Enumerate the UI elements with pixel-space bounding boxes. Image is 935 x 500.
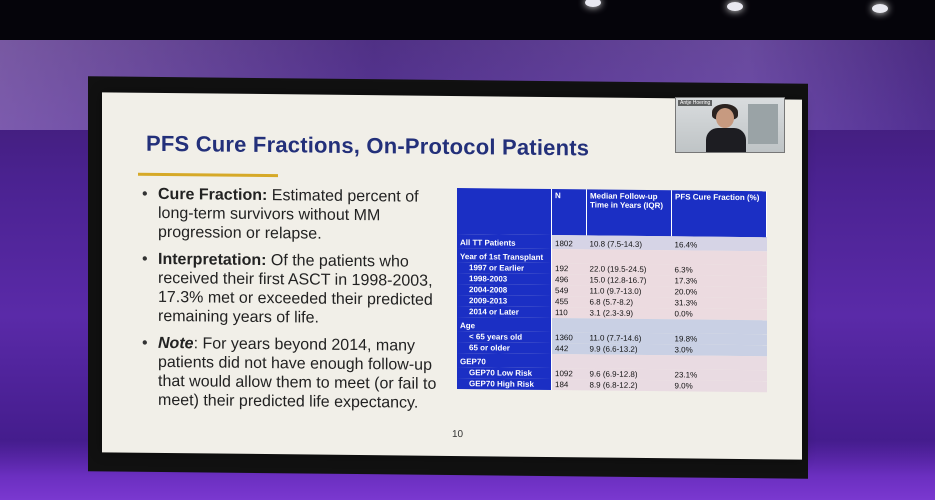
cell-cure bbox=[671, 319, 767, 335]
cell-n: 549 bbox=[551, 285, 587, 297]
cell-n bbox=[551, 354, 587, 369]
row-label: Year of 1st Transplant bbox=[457, 248, 552, 264]
bullet-head: Interpretation: bbox=[158, 250, 267, 270]
stage-light bbox=[585, 0, 601, 7]
cell-n: 1360 bbox=[551, 332, 587, 344]
bullet-item: Note: For years beyond 2014, many patien… bbox=[142, 334, 452, 413]
speaker-video-thumbnail: Antje Hoering bbox=[675, 97, 785, 153]
cell-n: 1802 bbox=[551, 235, 587, 250]
cell-followup: 11.0 (7.7-14.6) bbox=[586, 332, 672, 345]
bullet-item: Interpretation: Of the patients who rece… bbox=[142, 250, 452, 329]
slide-title: PFS Cure Fractions, On-Protocol Patients bbox=[146, 130, 590, 161]
cell-cure: 9.0% bbox=[671, 380, 767, 393]
bullet-head: Note bbox=[158, 334, 194, 353]
row-label: GEP70 High Risk bbox=[457, 378, 552, 391]
speaker-face bbox=[716, 108, 734, 128]
cell-followup: 9.9 (6.6-13.2) bbox=[586, 343, 672, 356]
speaker-body bbox=[706, 128, 746, 152]
bullet-item: Cure Fraction: Estimated percent of long… bbox=[142, 185, 452, 245]
stage-light bbox=[727, 2, 743, 11]
row-label: All TT Patients bbox=[457, 234, 552, 250]
speaker-name-label: Antje Hoering bbox=[678, 100, 713, 106]
bullet-head: Cure Fraction: bbox=[158, 185, 268, 205]
slide-page-number: 10 bbox=[452, 429, 464, 441]
cell-n: 192 bbox=[551, 263, 587, 275]
table-header bbox=[457, 188, 552, 236]
row-label: GEP70 bbox=[457, 353, 552, 369]
cell-followup: 6.8 (5.7-8.2) bbox=[586, 296, 672, 309]
cell-cure: 16.4% bbox=[671, 236, 767, 252]
background-shelf bbox=[748, 104, 778, 144]
bullet-list: Cure Fraction: Estimated percent of long… bbox=[142, 185, 452, 421]
row-label: 65 or older bbox=[457, 342, 552, 355]
table-header-row: N Median Follow-up Time in Years (IQR) P… bbox=[457, 188, 767, 238]
cell-cure bbox=[671, 250, 767, 266]
table-header: Median Follow-up Time in Years (IQR) bbox=[586, 189, 672, 237]
cell-cure bbox=[671, 355, 767, 371]
cell-n: 496 bbox=[551, 274, 587, 286]
cell-n: 1092 bbox=[551, 368, 587, 380]
title-underline bbox=[138, 172, 278, 178]
cell-followup: 8.9 (6.8-12.2) bbox=[586, 379, 672, 392]
table-header: N bbox=[551, 189, 587, 236]
cell-cure: 0.0% bbox=[671, 308, 767, 321]
cell-followup: 22.0 (19.5-24.5) bbox=[586, 263, 672, 276]
cell-followup bbox=[586, 249, 672, 265]
cell-cure: 3.0% bbox=[671, 344, 767, 357]
cell-n bbox=[551, 249, 587, 264]
cell-followup: 10.8 (7.5-14.3) bbox=[586, 235, 672, 251]
cell-followup: 15.0 (12.8-16.7) bbox=[586, 274, 672, 287]
stage-light bbox=[872, 4, 888, 13]
bullet-text: : For years beyond 2014, many patients d… bbox=[158, 335, 437, 412]
cell-n bbox=[551, 318, 587, 333]
cell-followup: 9.6 (6.9-12.8) bbox=[586, 368, 672, 381]
cell-followup bbox=[586, 318, 672, 334]
ceiling bbox=[0, 0, 935, 45]
row-label: 2014 or Later bbox=[457, 306, 552, 319]
row-label: Age bbox=[457, 317, 552, 333]
cell-n: 110 bbox=[551, 307, 587, 319]
cell-followup: 3.1 (2.3-3.9) bbox=[586, 307, 672, 320]
cell-followup: 11.0 (9.7-13.0) bbox=[586, 285, 672, 298]
cell-n: 455 bbox=[551, 296, 587, 308]
cell-n: 442 bbox=[551, 343, 587, 355]
cell-followup bbox=[586, 354, 672, 370]
cell-n: 184 bbox=[551, 379, 587, 391]
table-row: GEP70 High Risk 184 8.9 (6.8-12.2) 9.0% bbox=[457, 378, 767, 393]
table-header: PFS Cure Fraction (%) bbox=[671, 190, 767, 238]
cure-fraction-table: N Median Follow-up Time in Years (IQR) P… bbox=[457, 188, 767, 393]
